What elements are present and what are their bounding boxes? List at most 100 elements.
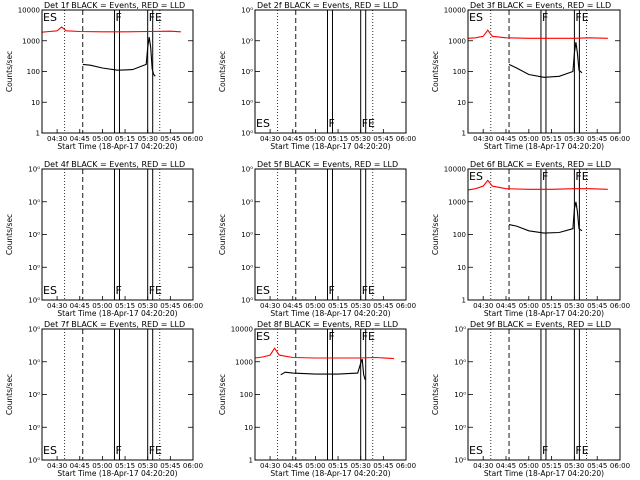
panel-5: Det 5f BLACK = Events, RED = LLD ES F FE 10⁰… [218, 160, 416, 318]
y-tick-label: 10⁰ [241, 297, 253, 305]
x-tick-label: 04:45 [283, 135, 303, 143]
y-tick-label: 10000 [444, 7, 466, 15]
panel-title: Det 4f BLACK = Events, RED = LLD [44, 160, 185, 169]
x-tick-label: 05:45 [160, 462, 180, 470]
panel-title: Det 9f BLACK = Events, RED = LLD [470, 320, 611, 329]
x-tick-label: 05:15 [328, 135, 348, 143]
x-tick-label: 05:45 [587, 462, 607, 470]
x-tick-label: 06:00 [610, 302, 630, 310]
x-tick-label: 04:45 [70, 462, 90, 470]
x-tick-label: 05:45 [587, 135, 607, 143]
x-tick-label: 06:00 [396, 302, 416, 310]
y-tick-label: 1 [36, 130, 40, 138]
x-axis-label: Start Time (18-Apr-17 04:20:20) [484, 469, 604, 478]
y-tick-label: 10⁰ [454, 391, 466, 399]
x-tick-label: 05:15 [328, 462, 348, 470]
x-tick-label: 05:15 [328, 302, 348, 310]
y-tick-label: 10⁰ [28, 424, 40, 432]
panel-title: Det 6f BLACK = Events, RED = LLD [470, 160, 611, 169]
x-tick-label: 04:30 [260, 462, 280, 470]
marker-label: FE [575, 11, 588, 24]
x-tick-label: 05:45 [160, 135, 180, 143]
x-axis-label: Start Time (18-Apr-17 04:20:20) [270, 309, 390, 318]
y-tick-label: 100 [453, 231, 466, 239]
marker-label: F [542, 11, 548, 24]
x-tick-label: 04:30 [473, 135, 493, 143]
x-tick-label: 05:00 [92, 462, 112, 470]
x-tick-label: 05:15 [115, 462, 135, 470]
x-tick-label: 05:00 [519, 302, 539, 310]
marker-label: FE [362, 117, 375, 130]
x-tick-label: 06:00 [183, 462, 203, 470]
y-tick-label: 1000 [448, 37, 466, 45]
panel-title: Det 8f BLACK = Events, RED = LLD [257, 320, 398, 329]
y-tick-label: 10000 [444, 166, 466, 174]
x-tick-label: 04:30 [47, 135, 67, 143]
marker-label: ES [43, 11, 57, 24]
panel-9: Det 9f BLACK = Events, RED = LLD ES F FE 10⁰… [431, 320, 630, 478]
marker-label: ES [43, 284, 57, 297]
x-tick-label: 04:30 [47, 462, 67, 470]
series-line [508, 42, 583, 78]
x-tick-label: 04:45 [283, 462, 303, 470]
x-tick-label: 04:30 [473, 462, 493, 470]
x-tick-label: 05:30 [138, 302, 158, 310]
x-tick-label: 05:00 [92, 302, 112, 310]
marker-label: ES [256, 117, 270, 130]
x-tick-label: 04:30 [473, 302, 493, 310]
y-axis-label: Counts/sec [431, 51, 440, 92]
y-tick-label: 10⁰ [454, 424, 466, 432]
x-tick-label: 05:30 [138, 462, 158, 470]
x-tick-label: 05:45 [587, 302, 607, 310]
x-tick-label: 05:00 [305, 462, 325, 470]
y-tick-label: 1 [249, 457, 253, 465]
x-tick-label: 04:30 [260, 302, 280, 310]
y-tick-label: 10 [457, 99, 466, 107]
y-tick-label: 10⁰ [241, 231, 253, 239]
marker-label: ES [469, 11, 483, 24]
y-tick-label: 10⁰ [28, 326, 40, 334]
y-axis-label: Counts/sec [5, 51, 14, 92]
y-tick-label: 10⁰ [28, 264, 40, 272]
y-tick-label: 10⁰ [241, 264, 253, 272]
x-tick-label: 06:00 [183, 302, 203, 310]
marker-label: ES [469, 444, 483, 457]
x-tick-label: 06:00 [183, 135, 203, 143]
series-line [254, 347, 394, 360]
x-tick-label: 04:45 [70, 135, 90, 143]
x-tick-label: 04:30 [260, 135, 280, 143]
panel-title: Det 5f BLACK = Events, RED = LLD [257, 160, 398, 169]
x-axis-label: Start Time (18-Apr-17 04:20:20) [270, 469, 390, 478]
x-tick-label: 04:45 [496, 302, 516, 310]
marker-label: ES [469, 170, 483, 183]
x-tick-label: 05:00 [519, 462, 539, 470]
x-axis-label: Start Time (18-Apr-17 04:20:20) [270, 142, 390, 151]
x-axis-label: Start Time (18-Apr-17 04:20:20) [57, 142, 177, 151]
y-tick-label: 10⁰ [28, 391, 40, 399]
y-tick-label: 10000 [231, 326, 253, 334]
x-tick-label: 05:30 [564, 302, 584, 310]
y-axis-label: Counts/sec [5, 214, 14, 255]
y-tick-label: 10⁰ [241, 99, 253, 107]
y-tick-label: 10 [244, 424, 253, 432]
marker-label: F [542, 170, 548, 183]
y-tick-label: 10⁰ [241, 166, 253, 174]
x-axis-label: Start Time (18-Apr-17 04:20:20) [57, 469, 177, 478]
y-tick-label: 10⁰ [454, 358, 466, 366]
y-tick-label: 100 [453, 68, 466, 76]
marker-label: FE [575, 170, 588, 183]
y-tick-label: 10⁰ [241, 7, 253, 15]
x-tick-label: 05:45 [373, 302, 393, 310]
y-axis-label: Counts/sec [431, 374, 440, 415]
y-tick-label: 1000 [22, 37, 40, 45]
x-tick-label: 05:30 [564, 135, 584, 143]
x-tick-label: 05:30 [564, 462, 584, 470]
y-tick-label: 10⁰ [28, 231, 40, 239]
x-tick-label: 05:15 [542, 135, 562, 143]
y-tick-label: 10⁰ [28, 358, 40, 366]
x-tick-label: 05:15 [115, 135, 135, 143]
panel-title: Det 3f BLACK = Events, RED = LLD [470, 1, 611, 10]
